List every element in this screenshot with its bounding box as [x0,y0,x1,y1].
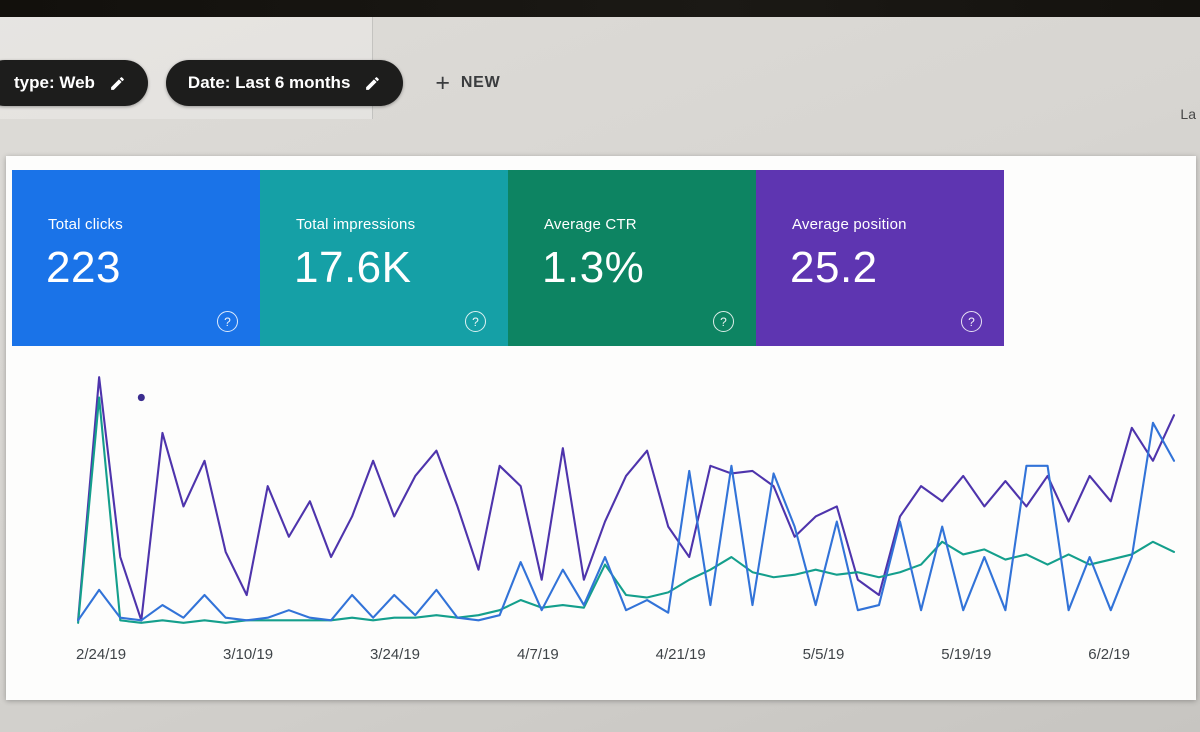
x-axis-label: 6/2/19 [1088,646,1130,663]
x-axis-label: 5/19/19 [941,646,992,663]
metric-value: 1.3% [542,243,645,292]
x-axis-label: 3/24/19 [369,646,421,663]
pencil-icon [109,75,126,92]
help-icon[interactable]: ? [713,311,734,332]
metric-card-average-position[interactable]: Average position 25.2 ? [756,170,1004,346]
x-axis-label: 5/5/19 [802,646,845,663]
metric-label: Average position [792,216,907,233]
filter-chip-date-range-label: Date: Last 6 months [187,73,351,92]
add-new-filter-button[interactable]: + NEW [429,70,506,97]
plus-icon: + [435,68,451,97]
monitor-bezel [0,0,1200,17]
metric-label: Total clicks [48,216,123,233]
filter-chip-search-type-label: type: Web [14,73,95,92]
new-filter-label: NEW [460,74,501,91]
help-icon[interactable]: ? [465,311,486,332]
filter-chip-search-type[interactable]: type: Web [0,60,148,106]
metric-card-total-clicks[interactable]: Total clicks 223 ? [12,170,260,346]
metric-card-average-ctr[interactable]: Average CTR 1.3% ? [508,170,756,346]
help-icon[interactable]: ? [961,311,982,332]
help-icon[interactable]: ? [217,311,238,332]
x-axis: 2/24/19 3/10/19 3/24/19 4/7/19 4/21/19 5/5/19… [20,640,1182,663]
metric-value: 223 [46,243,121,292]
x-axis-label: 4/21/19 [655,646,706,663]
filter-chip-date-range[interactable]: Date: Last 6 months [165,60,404,106]
series-line-total-impressions [78,377,1174,620]
metric-label: Average CTR [544,216,637,233]
metric-value: 25.2 [790,243,878,292]
performance-line-chart[interactable] [20,368,1182,640]
metrics-row: Total clicks 223 ? Total impressions 17.… [12,170,1196,346]
pencil-icon [364,75,381,92]
performance-chart-area[interactable]: 2/24/19 3/10/19 3/24/19 4/7/19 4/21/19 5/5/19… [20,368,1182,674]
x-axis-label: 3/10/19 [222,646,274,663]
x-axis-label: 4/7/19 [516,646,559,663]
performance-report-card: Total clicks 223 ? Total impressions 17.… [6,156,1196,700]
x-axis-label: 2/24/19 [76,646,127,663]
metric-value: 17.6K [294,243,412,292]
outlier-data-point [137,393,145,402]
metric-label: Total impressions [296,216,416,233]
cropped-right-text: La [1180,106,1196,122]
series-line-average-ctr [78,398,1174,623]
filters-bar: type: Web Date: Last 6 months + NEW [0,60,507,106]
series-line-total-clicks [78,423,1174,621]
metric-card-total-impressions[interactable]: Total impressions 17.6K ? [260,170,508,346]
